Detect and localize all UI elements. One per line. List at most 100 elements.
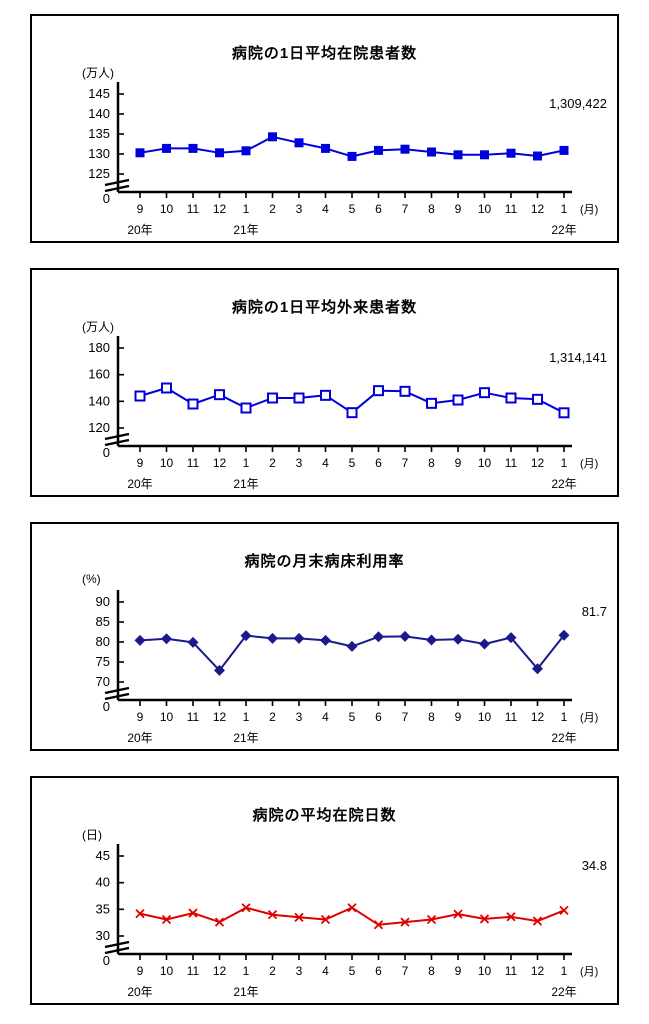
y-tick-label: 35: [96, 901, 110, 916]
data-point: [453, 150, 463, 160]
x-tick-label: 12: [213, 964, 227, 978]
data-point: [346, 640, 358, 652]
year-label: 21年: [233, 985, 258, 999]
x-tick-label: 2: [269, 456, 276, 470]
origin-label: 0: [103, 953, 110, 968]
data-point: [347, 903, 357, 913]
x-tick-label: 5: [349, 710, 356, 724]
x-tick-label: 2: [269, 964, 276, 978]
data-point: [427, 147, 436, 157]
year-label: 20年: [127, 223, 152, 237]
data-point: [161, 633, 172, 645]
data-point: [506, 148, 516, 158]
series-line: [139, 906, 565, 926]
data-point: [558, 629, 570, 641]
data-point: [267, 910, 278, 920]
x-tick-label: 9: [137, 964, 144, 978]
x-tick-label: 5: [349, 456, 356, 470]
x-tick-label: 10: [160, 456, 174, 470]
y-tick-label: 140: [88, 106, 110, 121]
x-tick-label: 8: [428, 456, 435, 470]
y-tick-label: 160: [88, 367, 110, 382]
x-tick-label: 6: [375, 710, 382, 724]
data-point: [214, 917, 225, 927]
x-tick-label: 9: [455, 710, 462, 724]
month-unit-label: (月): [580, 712, 598, 724]
data-point: [241, 903, 251, 913]
y-axis-unit-label: (%): [82, 572, 101, 586]
month-unit-label: (月): [580, 966, 598, 978]
y-tick-label: 70: [96, 674, 110, 689]
data-point: [188, 908, 198, 918]
data-point: [320, 389, 331, 401]
data-point: [533, 151, 542, 161]
x-tick-label: 9: [455, 456, 462, 470]
data-point: [505, 632, 517, 644]
axis-break-upper: [104, 686, 130, 695]
x-tick-label: 11: [505, 964, 518, 978]
x-tick-label: 11: [187, 202, 200, 216]
x-tick-label: 4: [322, 710, 329, 724]
x-tick-label: 2: [269, 202, 276, 216]
x-tick-label: 1: [561, 202, 568, 216]
data-point: [453, 909, 463, 919]
x-tick-label: 1: [243, 710, 250, 724]
y-axis-unit-label: (日): [82, 828, 102, 842]
y-tick-label: 120: [88, 420, 110, 435]
year-label: 21年: [233, 223, 258, 237]
data-point: [161, 914, 172, 925]
x-tick-label: 8: [428, 710, 435, 724]
axis-break-upper: [104, 178, 130, 187]
y-tick-label: 80: [96, 634, 110, 649]
y-tick-label: 75: [96, 654, 110, 669]
x-tick-label: 12: [531, 202, 545, 216]
x-tick-label: 3: [296, 964, 303, 978]
data-point: [559, 145, 569, 155]
data-point: [426, 914, 437, 925]
y-tick-label: 125: [88, 166, 110, 181]
y-tick-label: 140: [88, 393, 110, 408]
data-point: [373, 631, 384, 643]
x-tick-label: 2: [269, 710, 276, 724]
x-tick-label: 11: [187, 964, 200, 978]
data-point: [187, 636, 199, 648]
data-point: [320, 914, 331, 925]
y-tick-label: 45: [96, 848, 110, 863]
data-point: [161, 382, 172, 394]
data-point: [558, 407, 570, 419]
data-point: [480, 150, 489, 160]
data-point: [293, 632, 305, 644]
data-point: [399, 385, 411, 397]
x-tick-label: 9: [455, 202, 462, 216]
data-point: [267, 632, 278, 644]
x-tick-label: 12: [213, 710, 227, 724]
x-tick-label: 4: [322, 202, 329, 216]
latest-value-label: 1,314,141: [549, 350, 607, 365]
data-point: [506, 912, 516, 922]
data-point: [134, 634, 146, 646]
x-tick-label: 4: [322, 456, 329, 470]
x-tick-label: 7: [402, 456, 409, 470]
data-point: [426, 397, 437, 409]
data-point: [188, 143, 198, 153]
axis-break-upper: [104, 940, 130, 949]
data-point: [532, 393, 543, 405]
x-tick-label: 3: [296, 710, 303, 724]
x-tick-label: 10: [478, 964, 492, 978]
x-tick-label: 9: [137, 202, 144, 216]
chart-title: 病院の月末病床利用率: [244, 553, 405, 570]
x-tick-label: 3: [296, 456, 303, 470]
data-point: [214, 664, 225, 676]
data-point: [426, 634, 437, 646]
x-tick-label: 10: [160, 964, 174, 978]
data-point: [294, 912, 304, 922]
x-tick-label: 10: [160, 710, 174, 724]
data-point: [479, 387, 490, 399]
x-tick-label: 1: [561, 710, 568, 724]
axis-break-upper: [104, 432, 130, 441]
data-point: [373, 385, 384, 397]
y-axis-unit-label: (万人): [82, 320, 114, 334]
data-point: [346, 407, 358, 419]
